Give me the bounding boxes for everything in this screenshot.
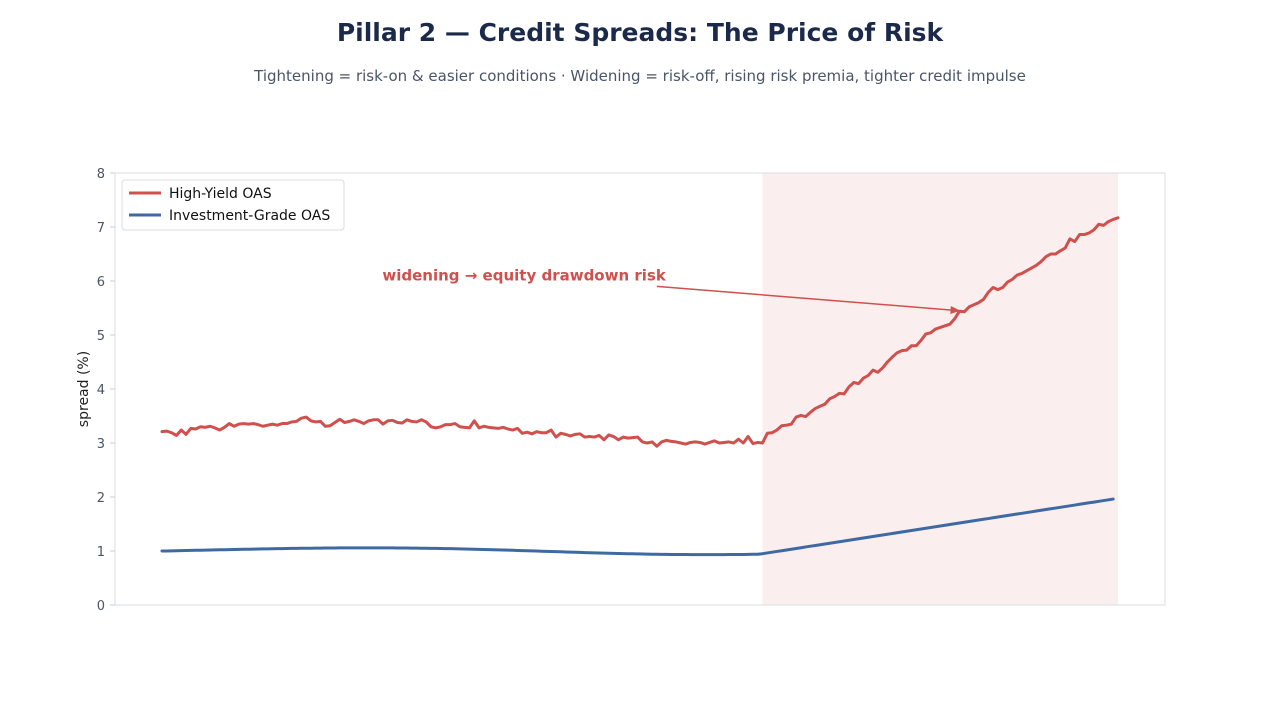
annotation-arrow bbox=[656, 285, 961, 314]
y-tick-label: 3 bbox=[97, 437, 105, 452]
y-tick-label: 1 bbox=[97, 545, 105, 560]
legend-label-investment-grade: Investment-Grade OAS bbox=[169, 208, 330, 224]
series-line-investment-grade bbox=[160, 497, 1115, 557]
y-tick-label: 0 bbox=[97, 599, 105, 614]
y-tick-label: 6 bbox=[97, 275, 105, 290]
annotation-text: widening → equity drawdown risk bbox=[382, 266, 666, 284]
y-tick-label: 4 bbox=[97, 383, 105, 398]
y-axis: 0 1 2 3 4 5 6 7 8 bbox=[97, 167, 115, 614]
chart-title: Pillar 2 — Credit Spreads: The Price of … bbox=[336, 18, 944, 47]
annotation: widening → equity drawdown risk bbox=[382, 266, 961, 314]
highlight-region bbox=[762, 173, 1118, 605]
y-tick-label: 2 bbox=[97, 491, 105, 506]
y-axis-label: spread (%) bbox=[76, 351, 92, 427]
y-tick-label: 5 bbox=[97, 329, 105, 344]
legend-box bbox=[121, 179, 345, 231]
chart-subtitle: Tightening = risk-on & easier conditions… bbox=[254, 67, 1026, 85]
legend-label-high-yield: High-Yield OAS bbox=[169, 186, 272, 202]
legend: High-Yield OAS Investment-Grade OAS bbox=[121, 179, 345, 231]
y-tick-label: 7 bbox=[97, 221, 105, 236]
y-tick-label: 8 bbox=[97, 167, 105, 182]
